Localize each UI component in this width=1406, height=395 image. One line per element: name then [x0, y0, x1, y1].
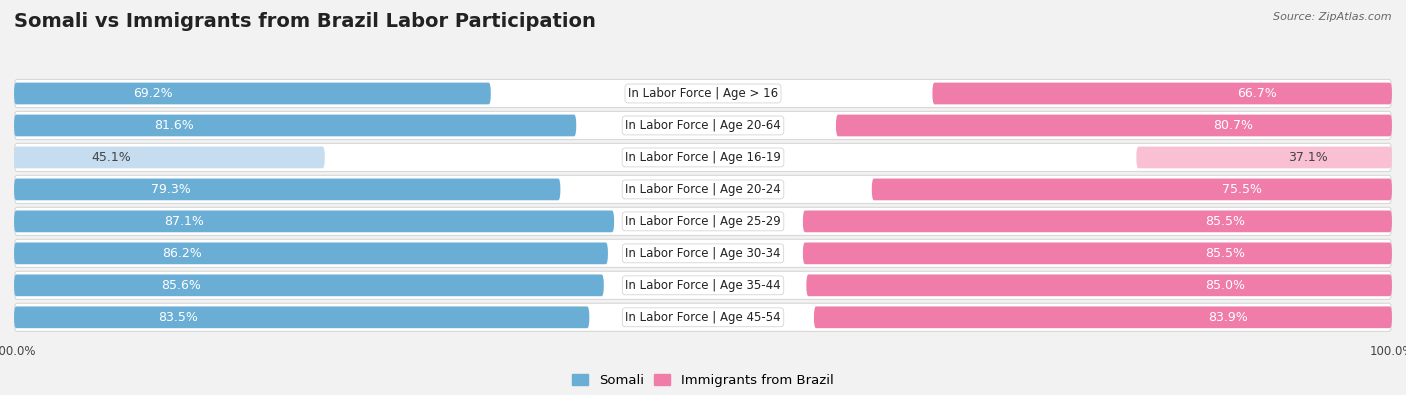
- Text: 85.6%: 85.6%: [162, 279, 201, 292]
- Text: 85.0%: 85.0%: [1205, 279, 1246, 292]
- Text: 85.5%: 85.5%: [1205, 215, 1244, 228]
- FancyBboxPatch shape: [837, 115, 1392, 136]
- Text: 85.5%: 85.5%: [1205, 247, 1244, 260]
- FancyBboxPatch shape: [14, 111, 1392, 139]
- FancyBboxPatch shape: [1136, 147, 1392, 168]
- Text: In Labor Force | Age 30-34: In Labor Force | Age 30-34: [626, 247, 780, 260]
- FancyBboxPatch shape: [14, 175, 1392, 203]
- FancyBboxPatch shape: [932, 83, 1392, 104]
- FancyBboxPatch shape: [14, 207, 1392, 235]
- Text: 83.9%: 83.9%: [1208, 311, 1247, 324]
- Text: In Labor Force | Age 20-64: In Labor Force | Age 20-64: [626, 119, 780, 132]
- FancyBboxPatch shape: [14, 303, 1392, 331]
- FancyBboxPatch shape: [803, 211, 1392, 232]
- Text: 79.3%: 79.3%: [150, 183, 190, 196]
- FancyBboxPatch shape: [14, 239, 1392, 267]
- FancyBboxPatch shape: [14, 307, 589, 328]
- FancyBboxPatch shape: [872, 179, 1392, 200]
- FancyBboxPatch shape: [14, 83, 491, 104]
- Text: 80.7%: 80.7%: [1213, 119, 1253, 132]
- FancyBboxPatch shape: [14, 147, 325, 168]
- FancyBboxPatch shape: [14, 271, 1392, 299]
- Text: In Labor Force | Age 16-19: In Labor Force | Age 16-19: [626, 151, 780, 164]
- FancyBboxPatch shape: [14, 275, 603, 296]
- FancyBboxPatch shape: [14, 211, 614, 232]
- Text: In Labor Force | Age 35-44: In Labor Force | Age 35-44: [626, 279, 780, 292]
- Text: 81.6%: 81.6%: [155, 119, 194, 132]
- FancyBboxPatch shape: [14, 79, 1392, 107]
- FancyBboxPatch shape: [14, 115, 576, 136]
- FancyBboxPatch shape: [803, 243, 1392, 264]
- Text: In Labor Force | Age > 16: In Labor Force | Age > 16: [628, 87, 778, 100]
- Text: 45.1%: 45.1%: [91, 151, 132, 164]
- Text: Source: ZipAtlas.com: Source: ZipAtlas.com: [1274, 12, 1392, 22]
- FancyBboxPatch shape: [14, 143, 1392, 171]
- Text: 86.2%: 86.2%: [163, 247, 202, 260]
- FancyBboxPatch shape: [14, 243, 607, 264]
- Text: Somali vs Immigrants from Brazil Labor Participation: Somali vs Immigrants from Brazil Labor P…: [14, 12, 596, 31]
- FancyBboxPatch shape: [807, 275, 1392, 296]
- Text: 75.5%: 75.5%: [1222, 183, 1263, 196]
- Text: In Labor Force | Age 25-29: In Labor Force | Age 25-29: [626, 215, 780, 228]
- Text: 69.2%: 69.2%: [134, 87, 173, 100]
- Text: 37.1%: 37.1%: [1288, 151, 1329, 164]
- Text: 66.7%: 66.7%: [1237, 87, 1277, 100]
- Text: In Labor Force | Age 45-54: In Labor Force | Age 45-54: [626, 311, 780, 324]
- FancyBboxPatch shape: [14, 179, 561, 200]
- Text: 83.5%: 83.5%: [157, 311, 198, 324]
- Legend: Somali, Immigrants from Brazil: Somali, Immigrants from Brazil: [567, 369, 839, 392]
- FancyBboxPatch shape: [814, 307, 1392, 328]
- Text: In Labor Force | Age 20-24: In Labor Force | Age 20-24: [626, 183, 780, 196]
- Text: 87.1%: 87.1%: [165, 215, 204, 228]
